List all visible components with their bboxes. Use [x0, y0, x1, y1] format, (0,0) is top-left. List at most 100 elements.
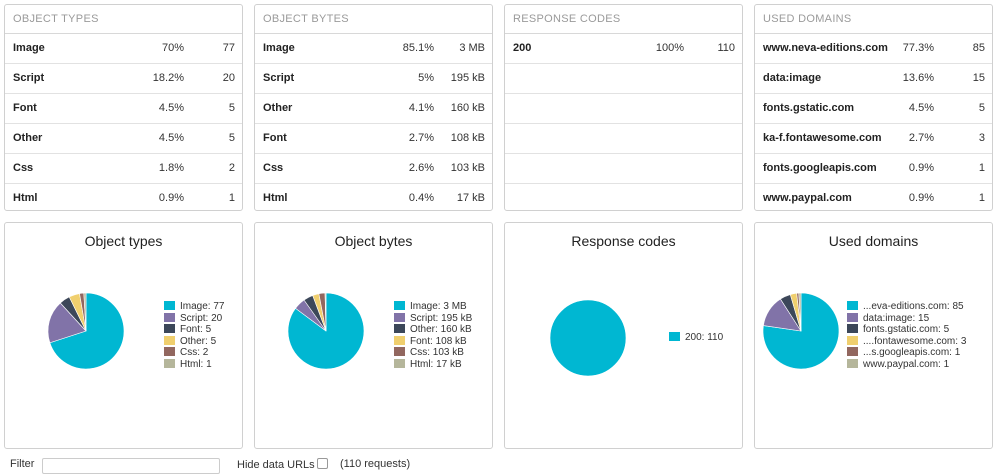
row-percent: 13.6% — [902, 72, 934, 84]
filter-input[interactable] — [41, 458, 220, 474]
table-row: Css 1.8% 2 — [5, 154, 242, 184]
row-name: Html — [13, 192, 38, 204]
legend-item: ...eva-editions.com: 85 — [847, 301, 966, 313]
table-row: Html 0.4% 17 kB — [255, 184, 492, 214]
object-bytes-legend: Image: 3 MB Script: 195 kB Other: 160 kB Fo… — [394, 301, 472, 370]
row-name: Other — [263, 102, 293, 114]
legend-swatch — [164, 335, 175, 345]
legend-swatch — [847, 347, 858, 356]
row-name: Html — [263, 192, 288, 204]
legend-swatch — [394, 301, 405, 310]
legend-swatch — [847, 312, 858, 322]
legend-item: www.paypal.com: 1 — [847, 358, 966, 371]
object-types-legend: Image: 77 Script: 20 Font: 5 Other: 5 Css: 2… — [164, 301, 224, 370]
table-row: Other 4.1% 160 kB — [255, 94, 492, 124]
legend-label: Other: 5 — [180, 335, 217, 347]
table-row: fonts.gstatic.com 4.5% 5 — [755, 94, 992, 124]
row-percent: 0.9% — [908, 162, 934, 174]
row-percent: 85.1% — [402, 42, 434, 54]
row-percent: 0.9% — [158, 192, 184, 204]
row-name: fonts.gstatic.com — [763, 102, 855, 114]
hide-data-urls[interactable]: Hide data URLs — [237, 458, 328, 471]
row-count: 85 — [972, 42, 985, 54]
hide-data-urls-checkbox[interactable] — [316, 458, 328, 469]
row-name: Css — [13, 162, 34, 174]
table-row: Html 0.9% 1 — [5, 184, 242, 214]
legend-label: www.paypal.com: 1 — [863, 358, 950, 370]
table-row: Other 4.5% 5 — [5, 124, 242, 154]
row-name: www.neva-editions.com — [763, 42, 888, 54]
legend-swatch — [394, 347, 405, 356]
legend-swatch — [847, 358, 858, 368]
legend-item: Css: 2 — [164, 347, 224, 359]
row-count: 20 — [222, 72, 235, 84]
row-percent: 4.1% — [408, 102, 434, 114]
legend-item: Html: 17 kB — [394, 358, 472, 371]
table-row — [505, 124, 742, 154]
object-types-table: OBJECT TYPES Image 70% 77 Script 18.2% 20 Fo… — [4, 4, 243, 211]
legend-item: Other: 160 kB — [394, 324, 472, 336]
table-row: Css 2.6% 103 kB — [255, 154, 492, 184]
used-domains-chart: Used domains ...eva-editions.com: 85 data… — [754, 222, 993, 449]
chart-title: Response codes — [571, 233, 676, 249]
row-percent: 0.4% — [408, 192, 434, 204]
object-types-pie — [47, 292, 125, 370]
pie-slice-www-paypal-com — [798, 292, 802, 332]
legend-label: data:image: 15 — [863, 312, 930, 324]
row-percent: 1.8% — [158, 162, 184, 174]
row-percent: 100% — [655, 42, 684, 54]
legend-label: Font: 108 kB — [410, 335, 467, 347]
response-codes-table: RESPONSE CODES 200 100% 110 — [504, 4, 743, 211]
legend-swatch — [847, 335, 858, 345]
row-size: 108 kB — [450, 132, 485, 144]
row-count: 110 — [717, 42, 735, 54]
row-percent: 2.6% — [408, 162, 434, 174]
used-domains-legend: ...eva-editions.com: 85 data:image: 15 fon… — [847, 301, 966, 370]
row-percent: 0.9% — [908, 192, 934, 204]
legend-swatch — [669, 332, 680, 341]
table-row — [505, 94, 742, 124]
table-row — [505, 184, 742, 214]
legend-item: ...s.googleapis.com: 1 — [847, 347, 966, 359]
legend-label: ....fontawesome.com: 3 — [863, 335, 967, 347]
chart-title: Object types — [84, 233, 163, 249]
legend-item: data:image: 15 — [847, 312, 966, 325]
legend-item: Other: 5 — [164, 335, 224, 348]
pie-slice-200 — [549, 299, 627, 377]
request-count: (110 requests) — [340, 458, 411, 470]
legend-label: fonts.gstatic.com: 5 — [863, 324, 950, 335]
legend-item: Script: 195 kB — [394, 312, 472, 325]
table-row: fonts.googleapis.com 0.9% 1 — [755, 154, 992, 184]
row-name: Image — [13, 42, 45, 54]
row-size: 160 kB — [450, 102, 485, 114]
legend-swatch — [847, 301, 858, 310]
used-domains-table: USED DOMAINS www.neva-editions.com 77.3% 8… — [754, 4, 993, 211]
table-row: Image 85.1% 3 MB — [255, 34, 492, 64]
legend-swatch — [394, 312, 405, 322]
legend-swatch — [847, 324, 858, 333]
legend-item: ....fontawesome.com: 3 — [847, 335, 967, 348]
row-percent: 5% — [418, 72, 434, 84]
row-percent: 2.7% — [908, 132, 934, 144]
row-name: Script — [263, 72, 295, 84]
legend-label: 200: 110 — [685, 332, 724, 343]
table-row: www.paypal.com 0.9% 1 — [755, 184, 992, 214]
pie-slice-image — [287, 292, 365, 370]
row-name: Script — [13, 72, 45, 84]
table-row: Script 5% 195 kB — [255, 64, 492, 94]
row-count: 3 — [978, 132, 985, 144]
row-count: 5 — [228, 132, 235, 144]
row-count: 2 — [228, 162, 235, 174]
table-header: USED DOMAINS — [755, 5, 992, 34]
row-name: Font — [263, 132, 287, 144]
row-count: 1 — [978, 162, 985, 174]
row-name: fonts.googleapis.com — [763, 162, 877, 174]
row-count: 77 — [222, 42, 235, 54]
legend-swatch — [164, 358, 175, 368]
table-row: Font 2.7% 108 kB — [255, 124, 492, 154]
legend-label: Other: 160 kB — [410, 324, 472, 335]
legend-item: Html: 1 — [164, 358, 224, 371]
row-percent: 4.5% — [158, 102, 184, 114]
row-name: Css — [263, 162, 284, 174]
